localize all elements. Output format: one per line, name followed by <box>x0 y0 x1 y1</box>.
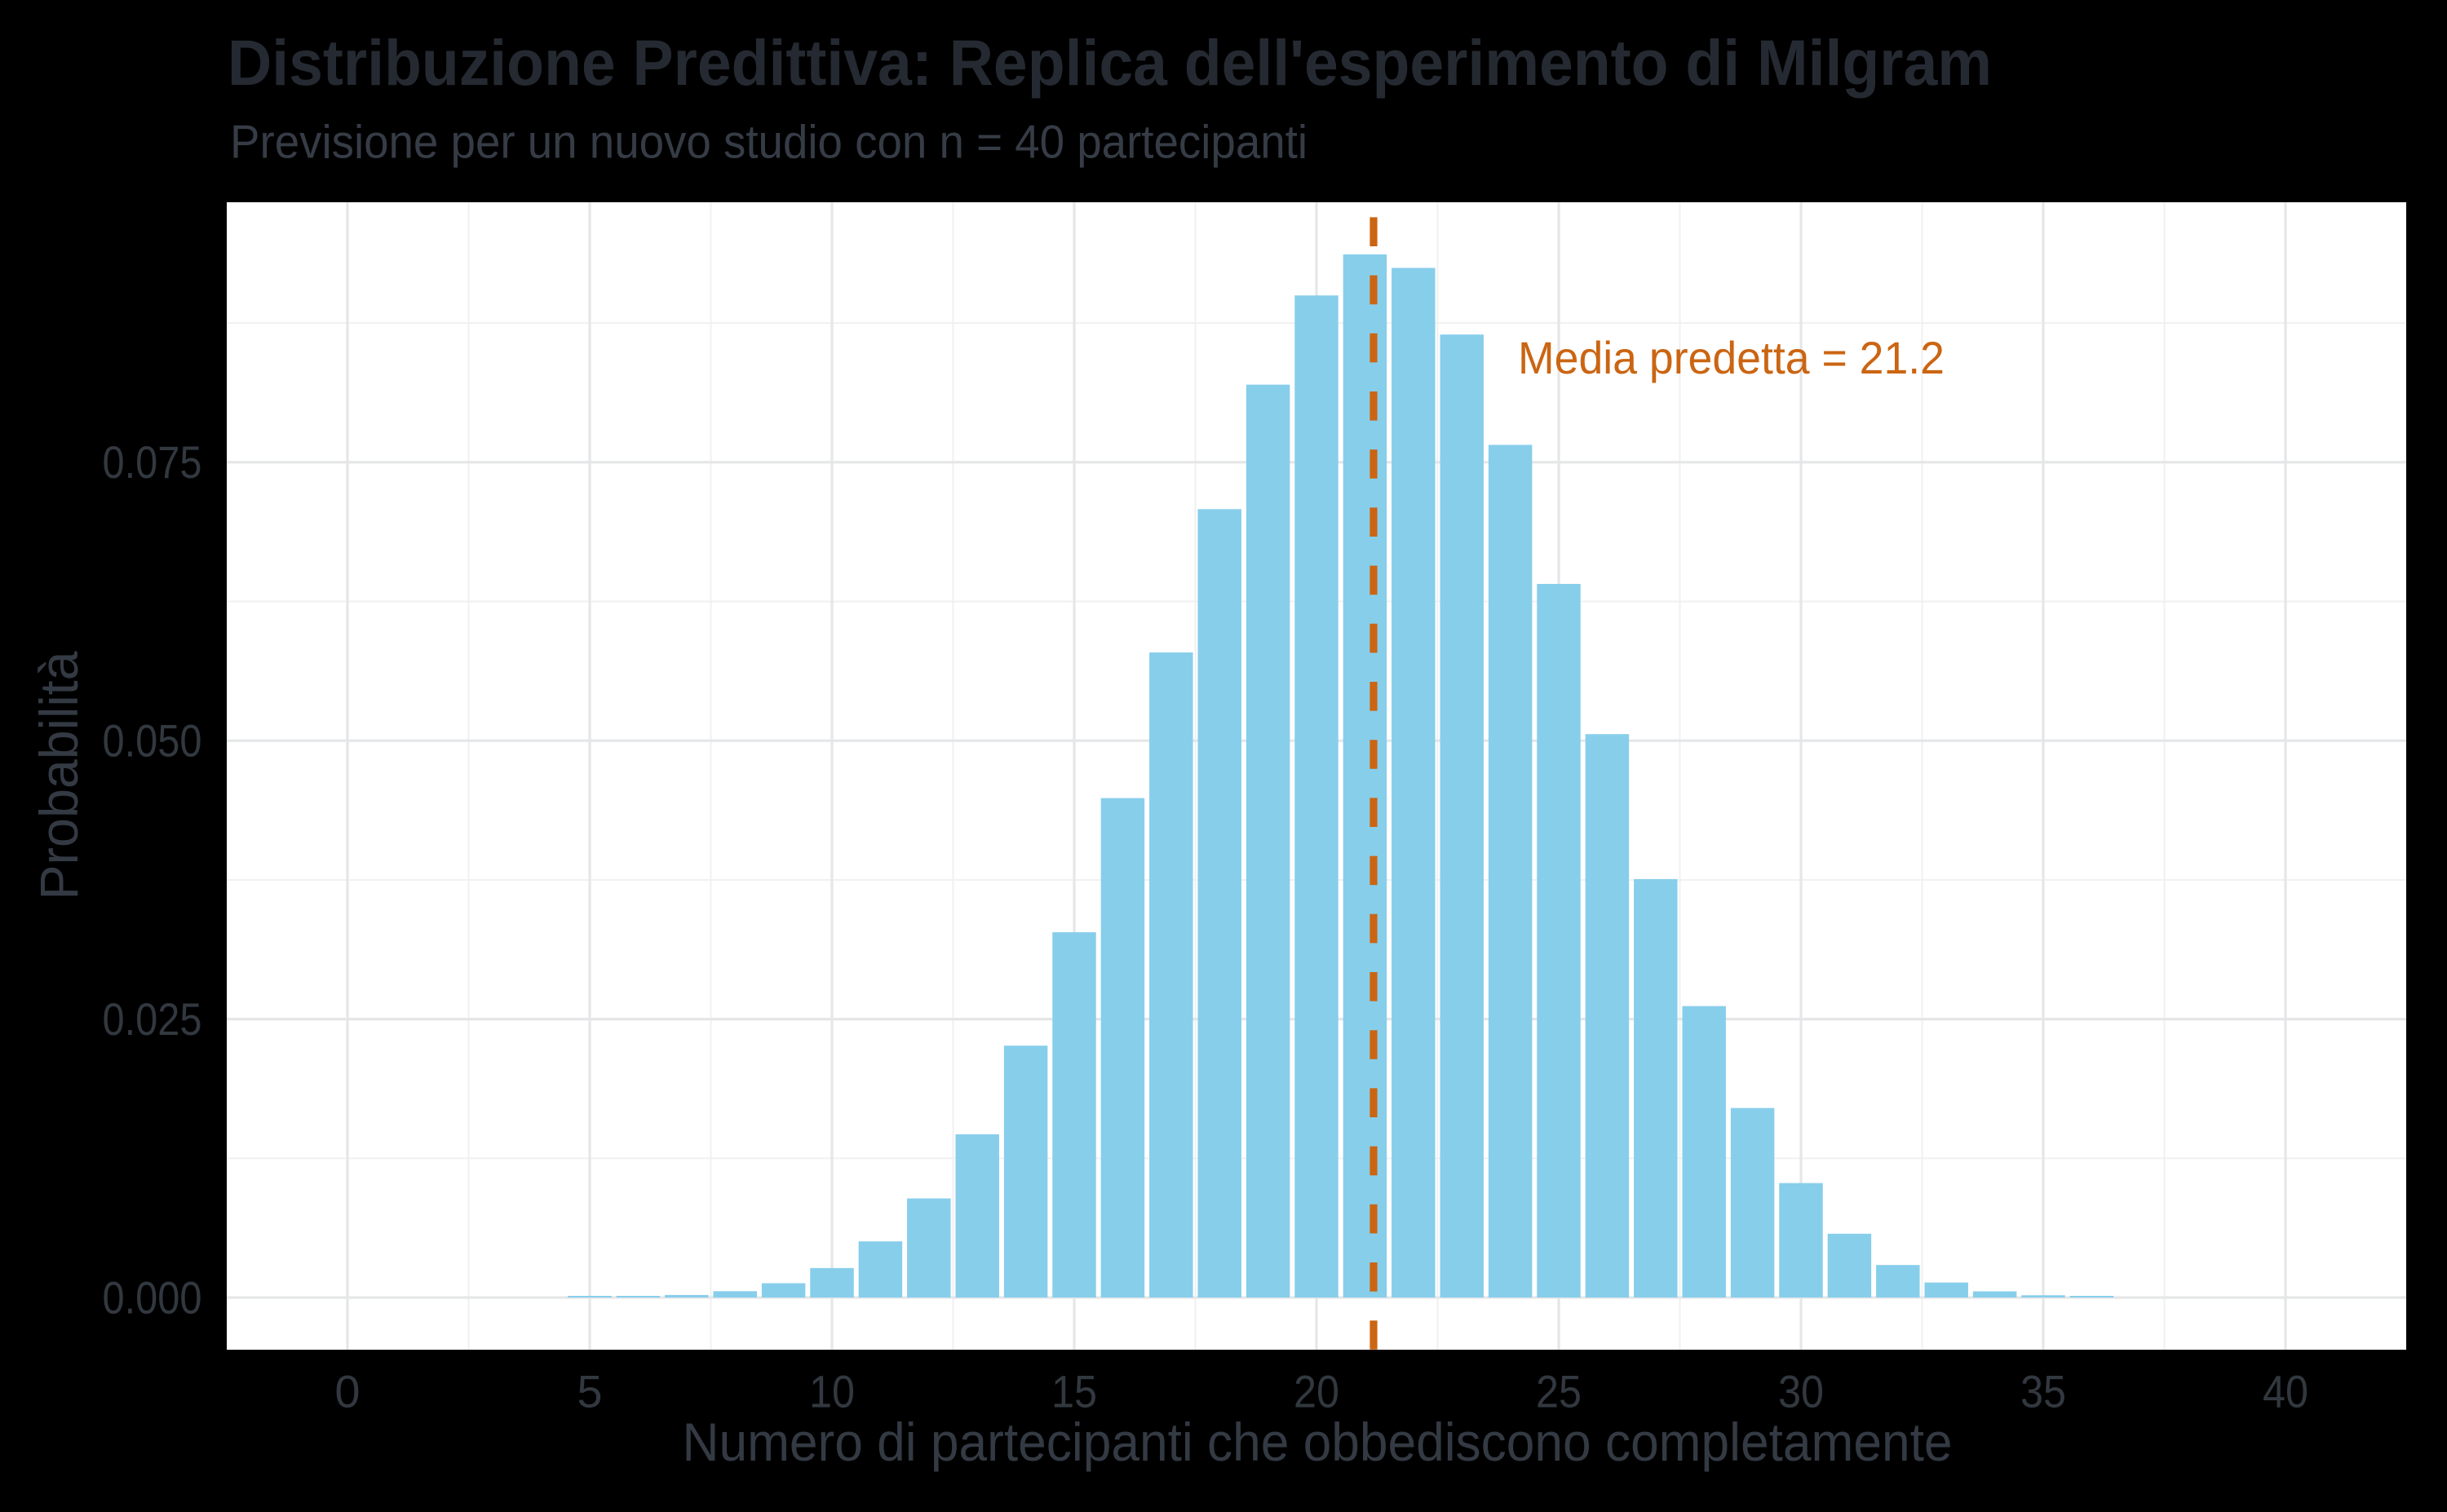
svg-text:30: 30 <box>1778 1366 1824 1417</box>
svg-text:Media predetta = 21.2: Media predetta = 21.2 <box>1518 332 1945 383</box>
svg-text:Probabilità: Probabilità <box>29 651 89 900</box>
svg-text:40: 40 <box>2263 1366 2308 1417</box>
svg-text:Distribuzione Predittiva: Repl: Distribuzione Predittiva: Replica dell'e… <box>228 27 1992 99</box>
svg-text:25: 25 <box>1536 1366 1582 1417</box>
svg-text:5: 5 <box>577 1366 602 1417</box>
svg-text:15: 15 <box>1051 1366 1097 1417</box>
svg-text:35: 35 <box>2020 1366 2066 1417</box>
svg-text:20: 20 <box>1294 1366 1339 1417</box>
svg-text:Previsione per un nuovo studio: Previsione per un nuovo studio con n = 4… <box>230 117 1308 169</box>
svg-text:10: 10 <box>809 1366 855 1417</box>
svg-text:0.050: 0.050 <box>103 715 202 767</box>
svg-text:0.000: 0.000 <box>103 1271 202 1323</box>
svg-text:0: 0 <box>334 1366 360 1417</box>
svg-text:Numero di partecipanti che obb: Numero di partecipanti che obbediscono c… <box>683 1412 1953 1472</box>
svg-text:0.025: 0.025 <box>103 993 202 1045</box>
svg-text:0.075: 0.075 <box>103 436 202 488</box>
